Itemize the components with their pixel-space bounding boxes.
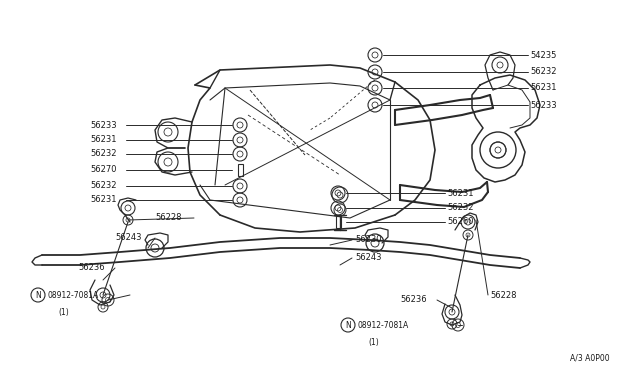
Text: 56236: 56236 bbox=[78, 263, 104, 273]
Text: N: N bbox=[35, 291, 41, 299]
Text: 08912-7081A: 08912-7081A bbox=[358, 321, 409, 330]
Text: 56231: 56231 bbox=[90, 196, 116, 205]
Text: 56232: 56232 bbox=[90, 150, 116, 158]
Text: N: N bbox=[345, 321, 351, 330]
Text: 56231: 56231 bbox=[90, 135, 116, 144]
Text: (1): (1) bbox=[368, 337, 379, 346]
Text: 56230: 56230 bbox=[355, 235, 381, 244]
Bar bbox=[237, 164, 243, 176]
Text: 56232: 56232 bbox=[90, 182, 116, 190]
Text: A/3 A0P00: A/3 A0P00 bbox=[570, 353, 610, 362]
Text: 56232: 56232 bbox=[447, 203, 474, 212]
Text: 56243: 56243 bbox=[355, 253, 381, 263]
Text: 56233: 56233 bbox=[530, 100, 557, 109]
Text: 56260: 56260 bbox=[447, 218, 474, 227]
Text: 56231: 56231 bbox=[530, 83, 557, 93]
Text: 56243: 56243 bbox=[115, 234, 141, 243]
Text: 54235: 54235 bbox=[530, 51, 556, 60]
Text: 56270: 56270 bbox=[90, 166, 116, 174]
Text: 56236: 56236 bbox=[400, 295, 427, 305]
Text: 56232: 56232 bbox=[530, 67, 557, 77]
Text: 56228: 56228 bbox=[490, 291, 516, 299]
Text: 56231: 56231 bbox=[447, 189, 474, 198]
Text: 08912-7081A: 08912-7081A bbox=[48, 291, 99, 299]
Text: 56233: 56233 bbox=[90, 121, 116, 129]
Text: 56228: 56228 bbox=[155, 214, 182, 222]
Text: (1): (1) bbox=[58, 308, 68, 317]
Bar bbox=[335, 216, 340, 228]
